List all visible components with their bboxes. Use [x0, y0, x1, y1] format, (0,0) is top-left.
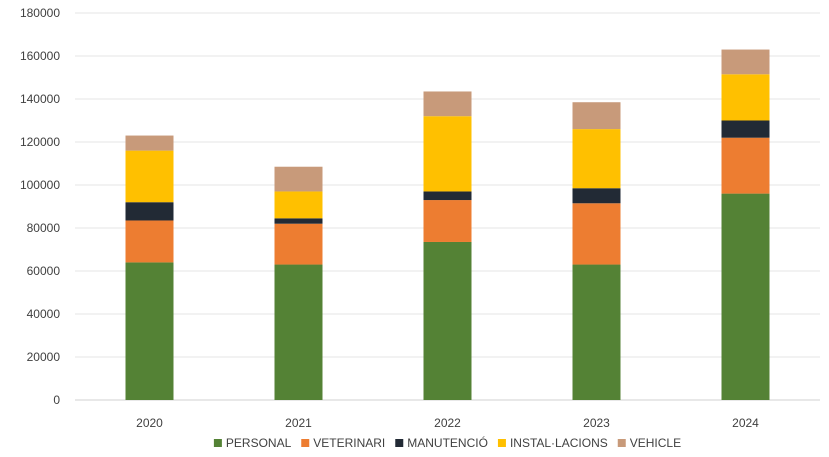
bar-segment-veterinari-2022	[423, 200, 472, 242]
bar-segment-instal-lacions-2020	[125, 150, 174, 203]
x-tick-label: 2024	[732, 416, 759, 430]
y-tick-label: 120000	[20, 135, 60, 149]
bar-segment-manutenci--2020	[125, 202, 174, 221]
y-axis-ticks: 0 20000 40000 60000 80000 100000 120000 140000 1…	[20, 6, 60, 407]
bar-segment-veterinari-2020	[125, 220, 174, 263]
legend: PERSONAL VETERINARI MANUTENCIÓ INSTAL·LACIO…	[213, 435, 681, 450]
legend-swatch	[617, 439, 626, 447]
legend-item: INSTAL·LACIONS	[497, 436, 608, 450]
y-tick-label: 180000	[20, 6, 60, 20]
bar-segment-personal-2021	[274, 264, 323, 400]
legend-swatch	[301, 439, 310, 447]
bar-segment-vehicle-2021	[274, 166, 323, 192]
bar-segment-veterinari-2024	[721, 137, 770, 194]
y-tick-label: 140000	[20, 92, 60, 106]
bar-segment-instal-lacions-2024	[721, 74, 770, 121]
bar-segment-veterinari-2021	[274, 223, 323, 265]
legend-label: MANUTENCIÓ	[407, 435, 488, 450]
bar-segment-vehicle-2023	[572, 102, 621, 130]
legend-label: INSTAL·LACIONS	[510, 436, 608, 450]
x-axis-ticks: 2020 2021 2022 2023 2024	[136, 416, 759, 430]
x-tick-label: 2022	[434, 416, 461, 430]
bar-segment-personal-2020	[125, 262, 174, 400]
bar-segment-manutenci--2023	[572, 188, 621, 204]
legend-swatch	[395, 439, 404, 447]
bar-segment-instal-lacions-2021	[274, 191, 323, 219]
legend-label: VEHICLE	[630, 436, 681, 450]
bar-segment-veterinari-2023	[572, 203, 621, 265]
legend-swatch	[497, 439, 506, 447]
x-tick-label: 2021	[285, 416, 312, 430]
bar-segment-personal-2023	[572, 264, 621, 400]
bar-segment-vehicle-2024	[721, 49, 770, 75]
y-tick-label: 20000	[27, 350, 61, 364]
bar-segment-personal-2024	[721, 193, 770, 400]
legend-swatch	[213, 439, 222, 447]
legend-item: PERSONAL	[213, 436, 292, 450]
x-tick-label: 2023	[583, 416, 610, 430]
bar-segment-manutenci--2021	[274, 218, 323, 224]
bar-segment-vehicle-2020	[125, 135, 174, 151]
legend-item: VETERINARI	[301, 436, 385, 450]
y-tick-label: 60000	[27, 264, 61, 278]
y-tick-label: 80000	[27, 221, 61, 235]
bar-segment-instal-lacions-2023	[572, 129, 621, 189]
bar-segment-instal-lacions-2022	[423, 116, 472, 192]
y-tick-label: 0	[53, 393, 60, 407]
legend-label: PERSONAL	[226, 436, 292, 450]
bar-segment-manutenci--2022	[423, 191, 472, 201]
x-tick-label: 2020	[136, 416, 163, 430]
y-tick-label: 100000	[20, 178, 60, 192]
y-tick-label: 40000	[27, 307, 61, 321]
legend-item: MANUTENCIÓ	[395, 435, 488, 450]
bars	[125, 49, 770, 400]
bar-segment-personal-2022	[423, 241, 472, 400]
y-tick-label: 160000	[20, 49, 60, 63]
bar-segment-vehicle-2022	[423, 91, 472, 117]
legend-item: VEHICLE	[617, 436, 681, 450]
legend-label: VETERINARI	[313, 436, 385, 450]
bar-segment-manutenci--2024	[721, 120, 770, 138]
